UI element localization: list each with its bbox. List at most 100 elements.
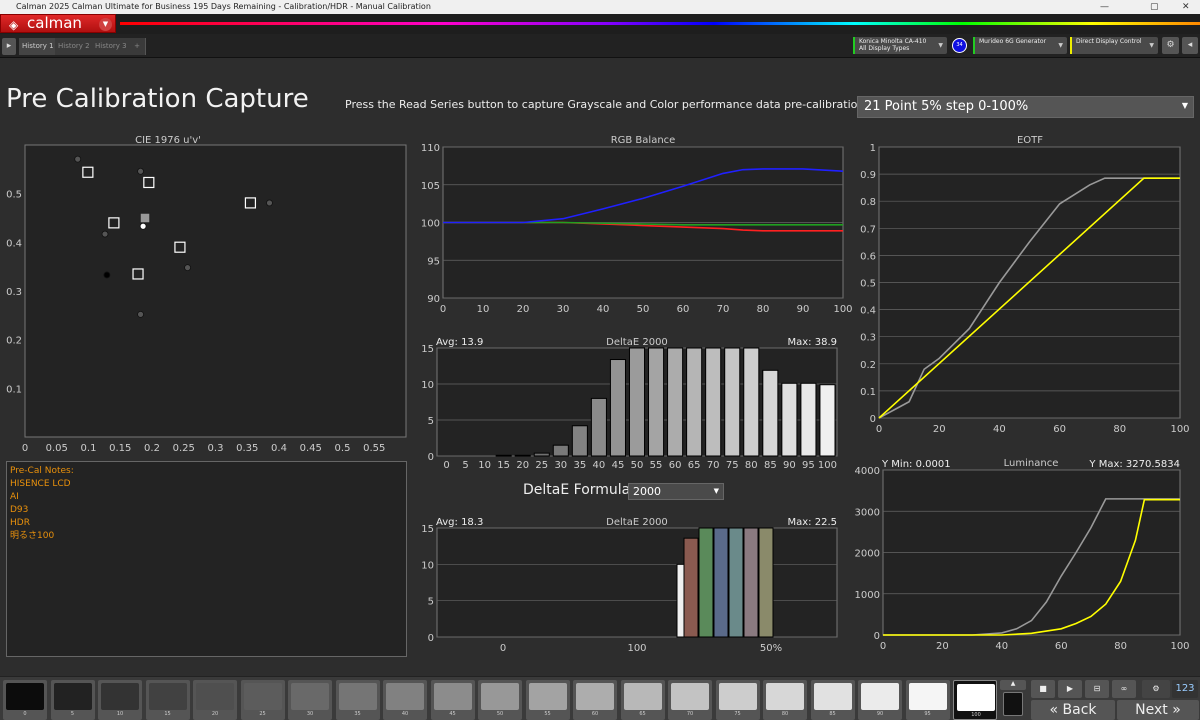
deltae-bar (800, 382, 817, 457)
x-tick-label: 20 (516, 460, 529, 471)
y-tick-label: 2000 (855, 549, 880, 560)
x-tick-label: 70 (707, 460, 720, 471)
x-tick-label: 5 (462, 460, 468, 471)
y-tick-label: 0.3 (6, 287, 22, 298)
patch-swatch-95[interactable]: 95 (905, 680, 950, 720)
x-tick-label: 55 (650, 460, 663, 471)
y-tick-label: 5 (428, 416, 434, 427)
measured-point (139, 222, 147, 230)
patch-swatch-80[interactable]: 80 (763, 680, 807, 720)
swatch-label: 75 (734, 711, 741, 717)
patch-swatch-85[interactable]: 85 (810, 680, 855, 720)
target-marker (108, 217, 120, 229)
x-tick-label: 60 (1053, 424, 1066, 435)
patch-swatch-75[interactable]: 75 (715, 680, 760, 720)
x-tick-label: 30 (554, 460, 567, 471)
patch-swatch-25[interactable]: 25 (240, 680, 285, 720)
patch-swatch-45[interactable]: 45 (430, 680, 475, 720)
deltae-bar (724, 347, 741, 457)
swatch-label: 10 (116, 711, 124, 717)
notes-line: AI (10, 492, 19, 502)
display-control-name: Direct Display Control (1076, 38, 1142, 45)
swatch-label: 90 (876, 711, 884, 717)
generator-selector[interactable]: Murideo 6G Generator ▼ (973, 37, 1067, 54)
stop-icon[interactable]: ■ (1031, 680, 1055, 698)
swatch-color (291, 683, 329, 710)
patch-swatch-65[interactable]: 65 (620, 680, 665, 720)
swatch-label: 80 (781, 711, 789, 717)
notes-line: 明るさ100 (10, 531, 55, 541)
patch-swatch-90[interactable]: 90 (858, 680, 902, 720)
x-tick-label: 0 (876, 424, 882, 435)
patch-swatch-5[interactable]: 5 (50, 680, 95, 720)
x-tick-label: 40 (597, 304, 610, 315)
patch-swatch-100[interactable]: 100 (953, 680, 997, 720)
target-marker (174, 241, 186, 253)
collapse-icon[interactable]: ◂ (1182, 37, 1198, 54)
deltae-formula-select[interactable]: 2000 ▼ (628, 483, 724, 500)
notes-heading: Pre-Cal Notes: (10, 466, 74, 476)
patch-swatch-0[interactable]: 0 (3, 680, 47, 720)
measured-point (184, 264, 191, 272)
window-title: Calman 2025 Calman Ultimate for Business… (16, 2, 431, 11)
series-select[interactable]: 21 Point 5% step 0-100% ▼ (857, 96, 1194, 118)
chevron-down-icon: ▼ (1058, 42, 1063, 49)
close-button[interactable]: ✕ (1182, 2, 1190, 12)
patch-swatch-10[interactable]: 10 (98, 680, 142, 720)
maximize-button[interactable]: ▢ (1150, 2, 1159, 12)
x-tick-label: 0.45 (300, 443, 322, 454)
x-tick-label: 0 (22, 443, 28, 454)
gear-icon[interactable]: ⚙ (1162, 37, 1179, 54)
patch-swatch-30[interactable]: 30 (288, 680, 332, 720)
patch-swatch-60[interactable]: 60 (573, 680, 617, 720)
pre-cal-notes[interactable]: Pre-Cal Notes: HISENCE LCD AI D93 HDR 明るさ100 (6, 461, 407, 657)
y-tick-label: 100 (421, 219, 440, 230)
swatch-label: 100 (971, 712, 981, 718)
meter-selector[interactable]: Konica Minolta CA-410 All Display Types … (853, 37, 947, 54)
swatch-label: 85 (829, 711, 836, 717)
continuous-icon[interactable]: ∞ (1112, 680, 1136, 698)
logo-text: calman (27, 14, 82, 32)
patch-swatch-40[interactable]: 40 (383, 680, 427, 720)
chart-title: DeltaE 2000 (606, 517, 668, 528)
patch-swatch-35[interactable]: 35 (335, 680, 380, 720)
deltae-bar (705, 347, 722, 457)
patch-swatch-55[interactable]: 55 (525, 680, 570, 720)
patch-swatch-50[interactable]: 50 (478, 680, 522, 720)
minimize-button[interactable]: — (1100, 2, 1109, 12)
series-select-value: 21 Point 5% step 0-100% (864, 99, 1029, 114)
patch-swatch-15[interactable]: 15 (145, 680, 190, 720)
play-icon[interactable]: ▸ (2, 38, 16, 55)
read-series-icon[interactable]: ⊟ (1085, 680, 1109, 698)
target-marker (132, 268, 144, 280)
x-tick-label: 50 (637, 304, 650, 315)
x-tick-label: 25 (535, 460, 548, 471)
chevron-down-icon: ▼ (1181, 101, 1188, 110)
calman-menu-button[interactable]: ◈ calman ▼ (0, 14, 116, 33)
meter-badge[interactable]: 34 (952, 38, 967, 53)
y-tick-label: 15 (421, 524, 434, 535)
scroll-up-button[interactable]: ▲ (1000, 680, 1026, 690)
y-tick-label: 10 (421, 380, 434, 391)
back-button[interactable]: « Back (1031, 700, 1115, 720)
deltae-bar (781, 382, 798, 457)
add-tab-button[interactable]: + (129, 38, 146, 55)
x-tick-label: 80 (1113, 424, 1126, 435)
chevron-down-icon: ▼ (938, 42, 943, 49)
avg-label: Avg: 13.9 (436, 337, 483, 348)
y-tick-label: 1000 (855, 590, 880, 601)
settings-icon[interactable]: ⚙ (1142, 680, 1170, 698)
measured-point (101, 230, 109, 238)
y-tick-label: 110 (421, 143, 440, 154)
patch-swatch-70[interactable]: 70 (668, 680, 712, 720)
patch-swatch-20[interactable]: 20 (193, 680, 237, 720)
display-control-selector[interactable]: Direct Display Control ▼ (1070, 37, 1158, 54)
swatch-color (338, 683, 377, 710)
next-button[interactable]: Next » (1117, 700, 1199, 720)
play-icon[interactable]: ▶ (1058, 680, 1082, 698)
series-line-1 (883, 498, 1180, 636)
y-tick-label: 0 (874, 631, 880, 642)
x-tick-label: 95 (802, 460, 815, 471)
y-tick-label: 10 (421, 560, 434, 571)
avg-label: Avg: 18.3 (436, 517, 483, 528)
